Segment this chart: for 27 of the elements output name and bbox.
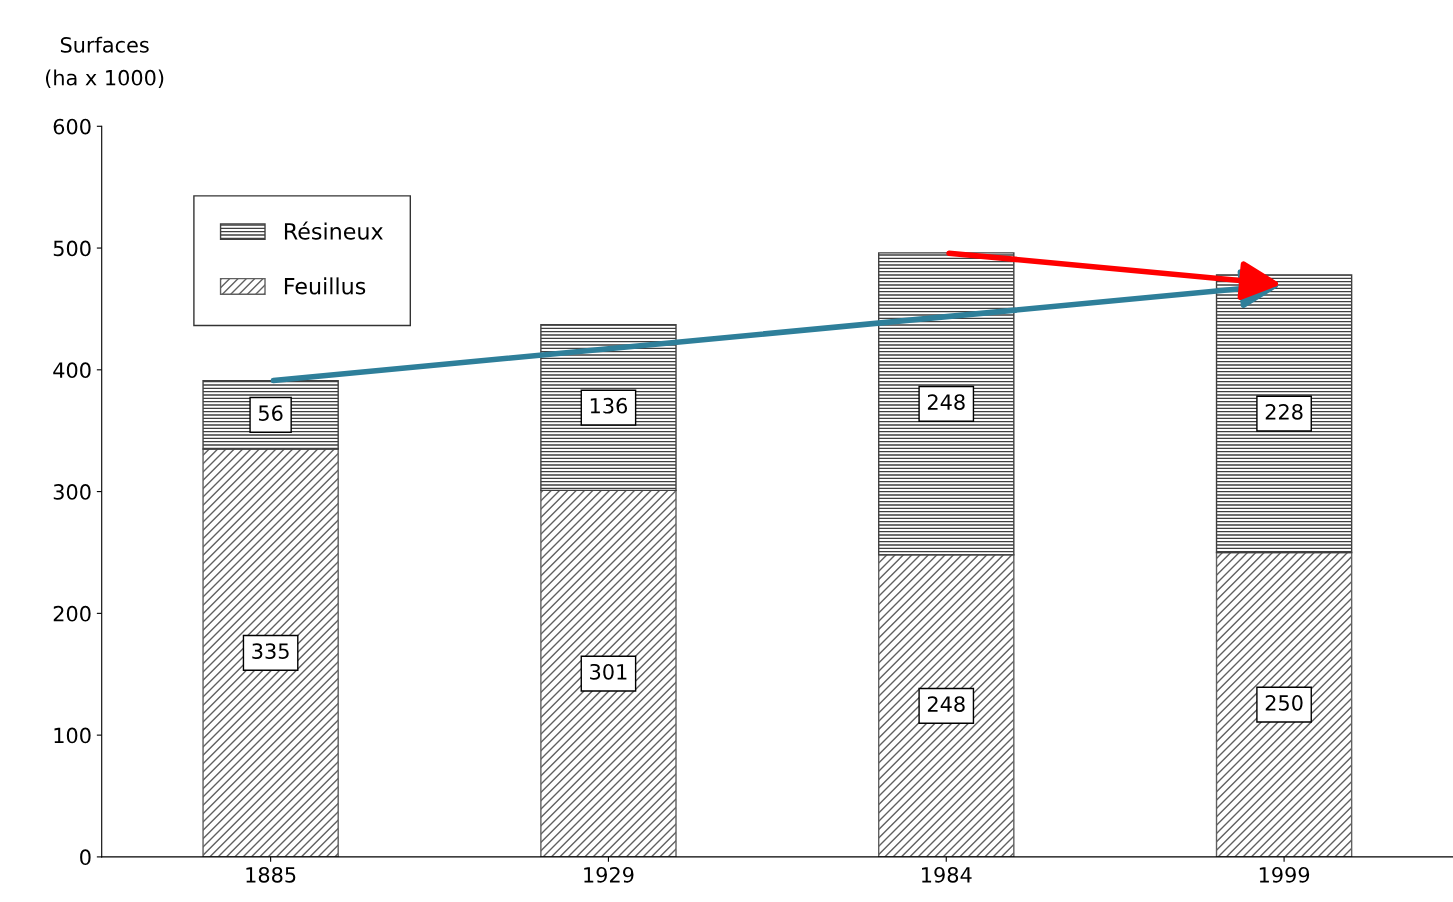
y-tick-label: 500 — [53, 240, 91, 257]
bar — [1215, 274, 1353, 554]
y-axis-title: Surfaces (ha x 1000) — [46, 36, 164, 89]
x-tick-label: 1999 — [1259, 866, 1310, 883]
x-tick-label: 1929 — [584, 866, 634, 883]
data-label: 228 — [1265, 403, 1303, 420]
legend-label: Feuillus — [284, 277, 366, 295]
y-tick-label: 200 — [53, 605, 91, 622]
data-label: 56 — [258, 405, 283, 421]
legend-label: Résineux — [284, 221, 383, 240]
bar — [878, 554, 1015, 857]
y-tick-label: 0 — [80, 849, 91, 866]
x-tick-label: 1885 — [246, 866, 296, 883]
y-tick-label: 400 — [53, 362, 91, 379]
data-label: 136 — [590, 397, 628, 414]
y-tick-label: 100 — [54, 727, 91, 744]
bar — [202, 448, 339, 857]
data-label: 250 — [1265, 694, 1303, 711]
data-label: 335 — [252, 643, 289, 659]
bar — [540, 489, 677, 857]
data-label: 301 — [590, 663, 627, 680]
bar — [1215, 551, 1353, 857]
x-tick-label: 1984 — [922, 866, 972, 883]
data-label: 248 — [927, 394, 965, 410]
y-tick-label: 600 — [53, 118, 91, 135]
y-tick-label: 300 — [53, 484, 91, 500]
data-label: 248 — [927, 696, 965, 712]
